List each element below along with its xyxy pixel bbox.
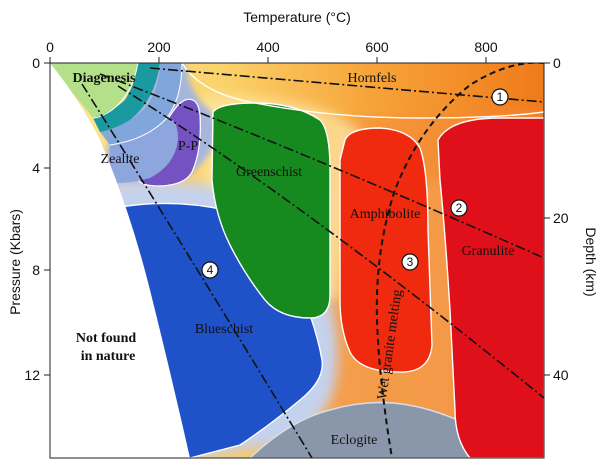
- diagenesis-zone: [50, 63, 138, 118]
- path-marker-1: 1: [491, 88, 509, 106]
- geotherm-path-1: [149, 67, 544, 103]
- diagenesis-label: Diagenesis: [73, 71, 137, 86]
- path-marker-2: 2: [450, 199, 468, 217]
- granulite-label: Granulite: [462, 244, 515, 259]
- eclogite-label: Eclogite: [331, 433, 378, 448]
- geotherm-path-4: [81, 83, 313, 458]
- left-axis-ticks: [44, 62, 50, 376]
- light-blue-band: [100, 63, 182, 145]
- not-found-label-line1: Not found: [76, 331, 137, 346]
- zeolite-boundary: [109, 63, 183, 146]
- wet-granite-melting-curve: [375, 63, 544, 458]
- path-number: 1: [497, 90, 504, 104]
- plot-area: [50, 63, 544, 458]
- left-tick-label: 12: [24, 367, 40, 383]
- pp-label: P-P: [178, 139, 198, 154]
- left-axis-title: Pressure (Kbars): [7, 209, 23, 315]
- greenschist-label: Greenschist: [236, 165, 302, 180]
- amphibolite-zone: [339, 127, 433, 373]
- top-axis-ticks: [49, 57, 487, 63]
- top-axis-title: Temperature (°C): [243, 9, 351, 25]
- hornfels-boundary: [181, 63, 544, 119]
- path-marker-3: 3: [401, 253, 419, 271]
- right-axis-ticks: [544, 62, 550, 376]
- not-found-region: [50, 63, 190, 458]
- right-axis-title: Depth (km): [583, 227, 599, 296]
- top-tick-label: 400: [256, 39, 280, 55]
- right-tick-label: 0: [553, 55, 561, 71]
- plot-frame: [49, 62, 545, 459]
- right-tick-label: 40: [553, 367, 569, 383]
- path-number: 3: [407, 255, 414, 269]
- geotherm-path-3: [117, 85, 544, 399]
- top-tick-label: 200: [147, 39, 171, 55]
- top-tick-label: 800: [474, 39, 498, 55]
- path-marker-4: 4: [201, 261, 219, 279]
- path-number: 4: [207, 263, 214, 277]
- left-tick-label: 4: [32, 160, 40, 176]
- zeolite-label: Zealite: [101, 152, 140, 167]
- amphibolite-label: Amphibolite: [350, 207, 421, 222]
- blueschist-label: Blueschist: [195, 322, 253, 337]
- zeolite-inner: [108, 119, 178, 183]
- left-tick-label: 0: [32, 55, 40, 71]
- greenschist-zone: [211, 102, 331, 319]
- path-number: 2: [456, 201, 463, 215]
- top-tick-label: 600: [365, 39, 389, 55]
- left-tick-label: 8: [32, 262, 40, 278]
- top-tick-label: 0: [46, 39, 54, 55]
- diagenesis-boundary: [92, 63, 139, 119]
- hornfels-label: Hornfels: [348, 71, 397, 86]
- right-tick-label: 20: [553, 210, 569, 226]
- geotherm-path-2: [99, 73, 544, 259]
- teal-band: [93, 63, 160, 132]
- not-found-label-line2: in nature: [81, 349, 136, 364]
